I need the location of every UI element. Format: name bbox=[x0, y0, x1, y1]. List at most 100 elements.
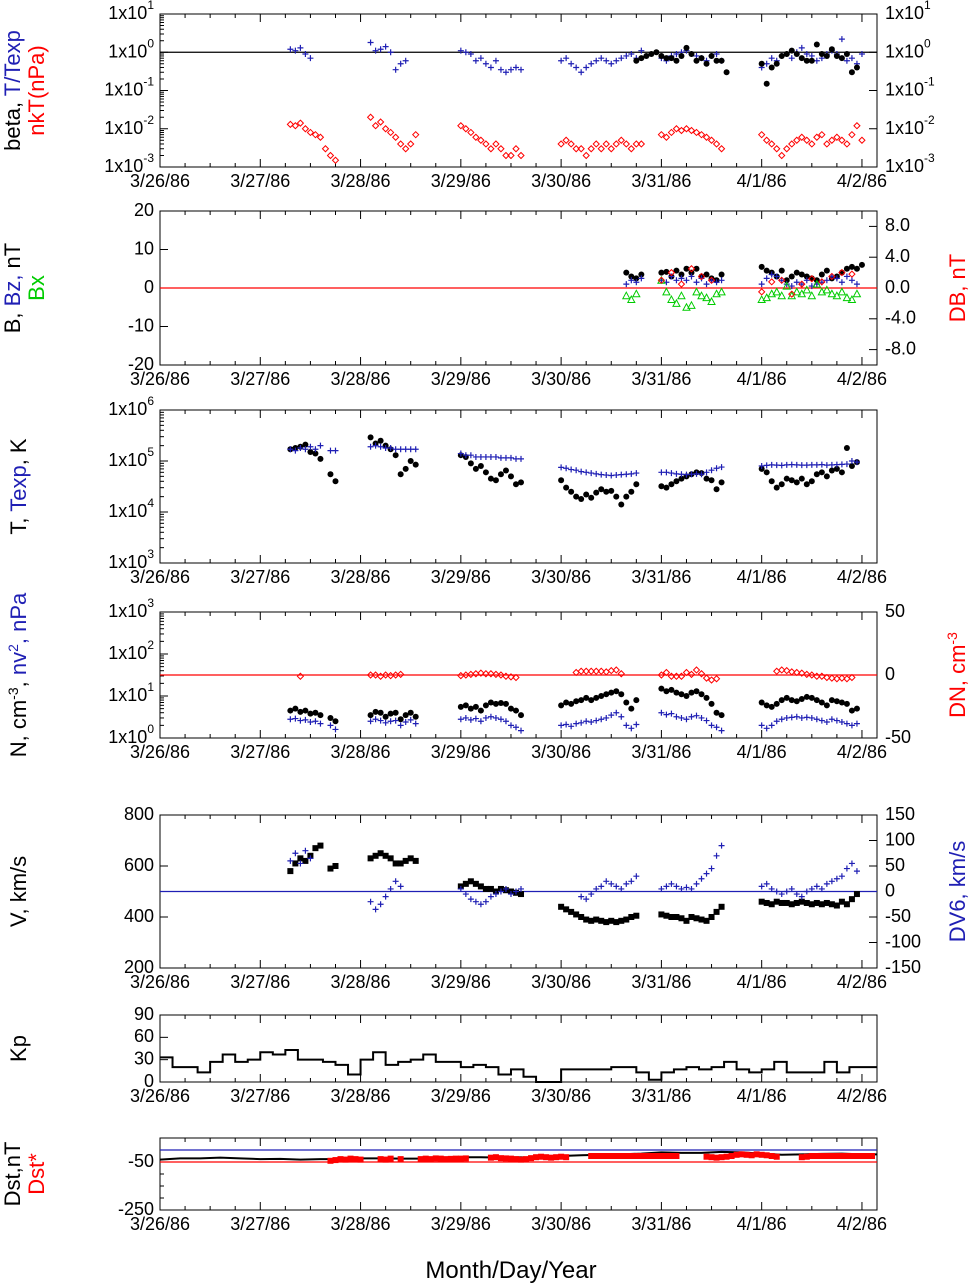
V-point bbox=[783, 888, 790, 895]
Dst-point bbox=[337, 1156, 344, 1163]
V-point bbox=[758, 898, 765, 905]
N-point bbox=[768, 703, 775, 710]
Dst-point bbox=[427, 1156, 434, 1163]
N-point bbox=[502, 700, 509, 707]
beta-point bbox=[823, 140, 831, 148]
N-point bbox=[808, 671, 816, 679]
V-point bbox=[718, 903, 725, 910]
T-point bbox=[628, 470, 635, 477]
y-tick-label: 1x10-3 bbox=[104, 151, 154, 176]
V-point bbox=[392, 860, 399, 867]
y-tick-label: 800 bbox=[124, 804, 154, 824]
B-point bbox=[828, 273, 835, 280]
T-point bbox=[518, 479, 525, 486]
Dst-point bbox=[833, 1153, 840, 1159]
Dst-point bbox=[638, 1153, 645, 1159]
beta-point bbox=[858, 136, 866, 144]
B-point bbox=[778, 267, 785, 274]
T-point bbox=[367, 443, 374, 450]
y-right-tick-label: 50 bbox=[885, 855, 905, 875]
beta-point bbox=[768, 64, 775, 71]
beta-point bbox=[653, 49, 660, 56]
T-point bbox=[608, 472, 615, 479]
B-point bbox=[823, 267, 830, 274]
V-point bbox=[798, 893, 805, 900]
V-point bbox=[668, 914, 675, 920]
N-point bbox=[312, 718, 319, 725]
N-point bbox=[818, 699, 825, 706]
N-point bbox=[682, 668, 691, 677]
V-point bbox=[668, 880, 675, 887]
beta-point bbox=[331, 156, 340, 164]
beta-point bbox=[467, 128, 475, 137]
T-point bbox=[497, 471, 504, 478]
T-point bbox=[412, 461, 419, 468]
N-point bbox=[563, 721, 570, 728]
beta-point bbox=[713, 57, 720, 64]
T-point bbox=[407, 446, 414, 453]
N-point bbox=[568, 700, 575, 707]
T-point bbox=[317, 455, 324, 462]
B-point bbox=[793, 269, 800, 276]
T-point bbox=[477, 462, 484, 469]
B-point bbox=[848, 263, 855, 270]
Dst-point bbox=[628, 1153, 635, 1159]
T-point bbox=[828, 467, 835, 474]
beta-point bbox=[712, 140, 721, 148]
N-point bbox=[703, 717, 710, 724]
x-tick-label: 3/26/86 bbox=[130, 369, 190, 389]
x-tick-label: 3/26/86 bbox=[130, 567, 190, 587]
x-tick-label: 3/27/86 bbox=[230, 1214, 290, 1234]
beta-point bbox=[813, 133, 821, 141]
B-point bbox=[798, 271, 805, 278]
beta-point bbox=[783, 51, 790, 58]
beta-point bbox=[708, 52, 715, 59]
x-tick-label: 4/1/86 bbox=[737, 567, 787, 587]
y-tick-label: 1x103 bbox=[108, 547, 154, 572]
Dst-point bbox=[457, 1155, 464, 1162]
V-point bbox=[688, 914, 695, 920]
Dst-point bbox=[618, 1153, 625, 1159]
N-point bbox=[593, 717, 600, 724]
Kp-frame bbox=[159, 1014, 878, 1083]
beta-point bbox=[707, 136, 716, 144]
T-point bbox=[588, 494, 595, 501]
beta-point bbox=[397, 60, 404, 67]
N-point bbox=[668, 710, 675, 717]
N-point bbox=[698, 714, 705, 721]
y-right-tick-label: -150 bbox=[885, 957, 921, 977]
B-point bbox=[621, 291, 631, 300]
N-point bbox=[633, 721, 640, 728]
beta-point bbox=[662, 133, 671, 141]
x-tick-label: 3/30/86 bbox=[531, 171, 591, 191]
beta-point bbox=[798, 44, 805, 51]
T-point bbox=[763, 469, 770, 476]
T-point bbox=[683, 471, 690, 478]
x-tick-label: 4/1/86 bbox=[737, 742, 787, 762]
Dst-point bbox=[608, 1153, 615, 1159]
N-point bbox=[773, 667, 781, 675]
T-point bbox=[613, 472, 620, 479]
x-tick-label: 4/2/86 bbox=[837, 567, 887, 587]
N-point bbox=[667, 672, 676, 680]
N-point bbox=[573, 698, 580, 705]
V-point bbox=[778, 891, 785, 898]
beta-point bbox=[286, 120, 295, 129]
T-point bbox=[487, 475, 494, 482]
x-tick-label: 3/30/86 bbox=[531, 1214, 591, 1234]
V-point bbox=[372, 906, 379, 913]
Kp-y-label: Kp bbox=[6, 1035, 31, 1062]
T-point bbox=[462, 452, 469, 459]
N-point bbox=[583, 718, 590, 725]
beta-point bbox=[793, 136, 801, 144]
beta-point bbox=[808, 57, 815, 64]
beta-point bbox=[793, 51, 800, 58]
V-point bbox=[367, 898, 374, 905]
B-point bbox=[757, 288, 766, 296]
N-point bbox=[603, 691, 610, 698]
T-point bbox=[287, 446, 294, 453]
V-point bbox=[502, 885, 509, 892]
N-point bbox=[692, 666, 701, 674]
N-point bbox=[377, 709, 384, 716]
T-point bbox=[708, 477, 715, 484]
